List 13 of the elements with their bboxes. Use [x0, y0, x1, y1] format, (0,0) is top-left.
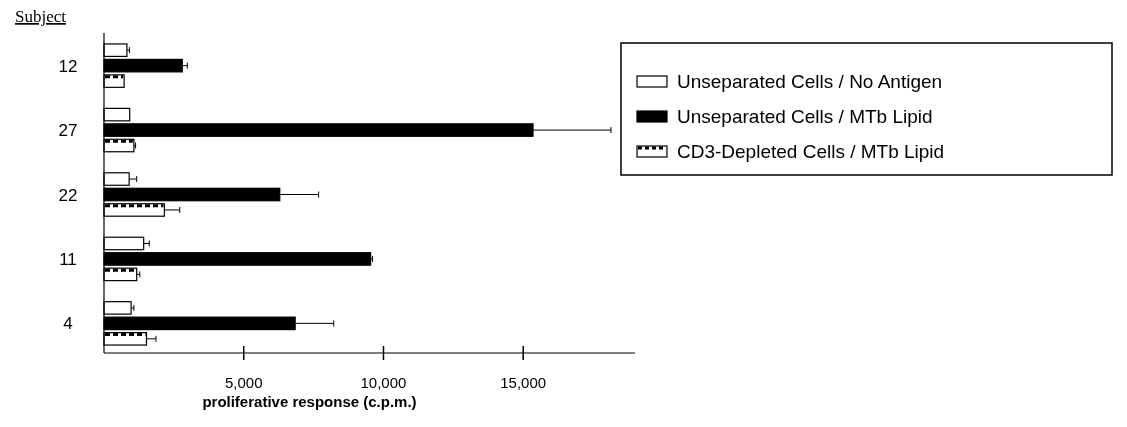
y-tick-label: 22 — [58, 185, 78, 205]
x-tick-label: 15,000 — [500, 374, 547, 391]
y-tick-label: 12 — [58, 56, 78, 76]
y-axis-title: Subject — [15, 7, 67, 26]
legend-label: Unseparated Cells / MTb Lipid — [677, 106, 933, 127]
legend-label: Unseparated Cells / No Antigen — [677, 71, 943, 92]
x-axis-title: proliferative response (c.p.m.) — [202, 393, 417, 410]
y-tick-label: 27 — [58, 121, 78, 141]
x-tick-label: 5,000 — [224, 374, 263, 391]
y-tick-label: 11 — [59, 249, 77, 269]
y-tick-label: 4 — [63, 314, 73, 334]
legend-label: CD3-Depleted Cells / MTb Lipid — [677, 141, 945, 162]
x-tick-label: 10,000 — [360, 374, 407, 391]
